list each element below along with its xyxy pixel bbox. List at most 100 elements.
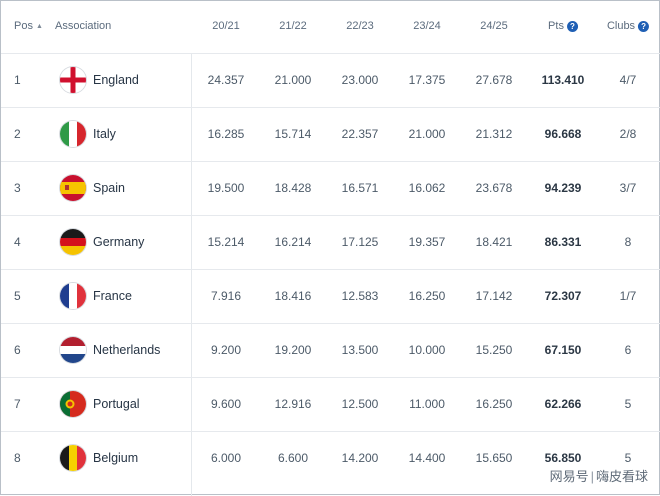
portugal-flag-icon — [60, 391, 86, 417]
position-value: 8 — [14, 451, 21, 465]
table-row[interactable]: 7 Portugal 9.600 12.916 12.500 11.000 16.250 62… — [1, 377, 660, 431]
season-2425-value: 15.650 — [475, 451, 513, 465]
position-value: 5 — [14, 289, 21, 303]
table-row[interactable]: 2 Italy 16.285 15.714 22.357 21.000 21.312 96.6… — [1, 107, 660, 161]
help-icon[interactable]: ? — [638, 21, 650, 32]
help-icon[interactable]: ? — [566, 21, 578, 32]
season-2425-value: 17.142 — [475, 289, 513, 303]
france-flag-icon — [60, 283, 86, 309]
association-name[interactable]: France — [93, 289, 132, 303]
season-2425-value: 23.678 — [475, 181, 513, 195]
clubs-value: 1/7 — [619, 289, 637, 303]
season-header-2021[interactable]: 20/21 — [212, 20, 240, 32]
season-2021-value: 24.357 — [207, 73, 245, 87]
association-name[interactable]: Germany — [93, 235, 145, 249]
season-2425-value: 21.312 — [475, 127, 513, 141]
season-2122-value: 15.714 — [274, 127, 312, 141]
pts-value: 72.307 — [544, 289, 582, 303]
clubs-value: 3/7 — [619, 181, 637, 195]
pts-value: 56.850 — [544, 451, 582, 465]
association-column-header[interactable]: Association — [55, 20, 112, 32]
season-2324-value: 14.400 — [408, 451, 446, 465]
clubs-value: 4/7 — [619, 73, 637, 87]
season-2122-value: 18.416 — [274, 289, 312, 303]
association-name[interactable]: Portugal — [93, 397, 140, 411]
position-value: 2 — [14, 127, 21, 141]
season-2021-value: 9.600 — [210, 397, 242, 411]
table-row[interactable]: 3 Spain 19.500 18.428 16.571 16.062 23.678 94.2… — [1, 161, 660, 215]
spain-flag-icon — [60, 175, 86, 201]
season-2324-value: 16.250 — [408, 289, 446, 303]
season-2425-value: 15.250 — [475, 343, 513, 357]
clubs-value: 5 — [624, 451, 632, 465]
pts-value: 86.331 — [544, 235, 582, 249]
pts-value: 67.150 — [544, 343, 582, 357]
association-name[interactable]: England — [93, 73, 139, 87]
season-2223-value: 16.571 — [341, 181, 379, 195]
england-flag-icon — [60, 67, 86, 93]
season-2324-value: 10.000 — [408, 343, 446, 357]
season-2122-value: 12.916 — [274, 397, 312, 411]
season-2324-value: 11.000 — [409, 397, 445, 411]
clubs-column-header[interactable]: Clubs? — [607, 20, 650, 32]
season-2223-value: 17.125 — [341, 235, 379, 249]
watermark-source: 网易号 — [549, 469, 589, 484]
pts-value: 113.410 — [541, 73, 585, 87]
season-2122-value: 16.214 — [274, 235, 312, 249]
season-header-2223[interactable]: 22/23 — [346, 20, 374, 32]
association-name[interactable]: Italy — [93, 127, 116, 141]
table-row[interactable]: 6 Netherlands 9.200 19.200 13.500 10.000 15.25… — [1, 323, 660, 377]
season-2122-value: 19.200 — [274, 343, 312, 357]
season-2324-value: 21.000 — [408, 127, 446, 141]
table-row[interactable]: 8 Belgium 6.000 6.600 14.200 14.400 15.650 56.8… — [1, 431, 660, 485]
clubs-value: 6 — [624, 343, 632, 357]
clubs-value: 5 — [624, 397, 632, 411]
season-2223-value: 13.500 — [341, 343, 379, 357]
association-name[interactable]: Belgium — [93, 451, 139, 465]
season-2223-value: 14.200 — [341, 451, 379, 465]
position-value: 6 — [14, 343, 21, 357]
pts-value: 94.239 — [544, 181, 582, 195]
position-value: 1 — [14, 73, 21, 87]
season-header-2122[interactable]: 21/22 — [279, 20, 307, 32]
season-2122-value: 18.428 — [274, 181, 312, 195]
column-divider — [191, 53, 192, 496]
association-name[interactable]: Netherlands — [93, 343, 161, 357]
season-header-2425[interactable]: 24/25 — [480, 20, 508, 32]
italy-flag-icon — [60, 121, 86, 147]
table-row[interactable]: 4 Germany 15.214 16.214 17.125 19.357 18.421 86… — [1, 215, 660, 269]
clubs-value: 2/8 — [619, 127, 637, 141]
season-header-2324[interactable]: 23/24 — [413, 20, 441, 32]
season-2021-value: 9.200 — [210, 343, 242, 357]
table-row[interactable]: 1 England 24.357 21.000 23.000 17.375 27.678 11… — [1, 53, 660, 107]
season-2021-value: 7.916 — [210, 289, 242, 303]
pos-column-header[interactable]: Pos ▲ — [14, 20, 43, 32]
season-2122-value: 21.000 — [274, 73, 312, 87]
position-value: 3 — [14, 181, 21, 195]
position-value: 4 — [14, 235, 21, 249]
watermark: 网易号 | 嗨皮看球 — [546, 465, 651, 486]
season-2021-value: 15.214 — [207, 235, 245, 249]
season-2425-value: 16.250 — [475, 397, 513, 411]
pts-column-header[interactable]: Pts? — [548, 20, 578, 32]
watermark-author: 嗨皮看球 — [595, 469, 648, 484]
netherlands-flag-icon — [60, 337, 86, 363]
association-name[interactable]: Spain — [93, 181, 125, 195]
season-2122-value: 6.600 — [277, 451, 309, 465]
season-2324-value: 16.062 — [408, 181, 446, 195]
pts-value: 96.668 — [544, 127, 582, 141]
table-row[interactable]: 5 France 7.916 18.416 12.583 16.250 17.142 72.3… — [1, 269, 660, 323]
season-2223-value: 23.000 — [341, 73, 379, 87]
season-2223-value: 12.500 — [341, 397, 379, 411]
belgium-flag-icon — [60, 445, 86, 471]
clubs-value: 8 — [624, 235, 632, 249]
table-header: Pos ▲ Association 20/21 21/22 22/23 23/24… — [1, 1, 660, 53]
season-2223-value: 22.357 — [341, 127, 379, 141]
season-2425-value: 27.678 — [475, 73, 513, 87]
season-2324-value: 17.375 — [408, 73, 446, 87]
season-2021-value: 6.000 — [210, 451, 242, 465]
sort-up-icon[interactable]: ▲ — [35, 23, 43, 30]
pts-value: 62.266 — [544, 397, 582, 411]
position-value: 7 — [14, 397, 21, 411]
